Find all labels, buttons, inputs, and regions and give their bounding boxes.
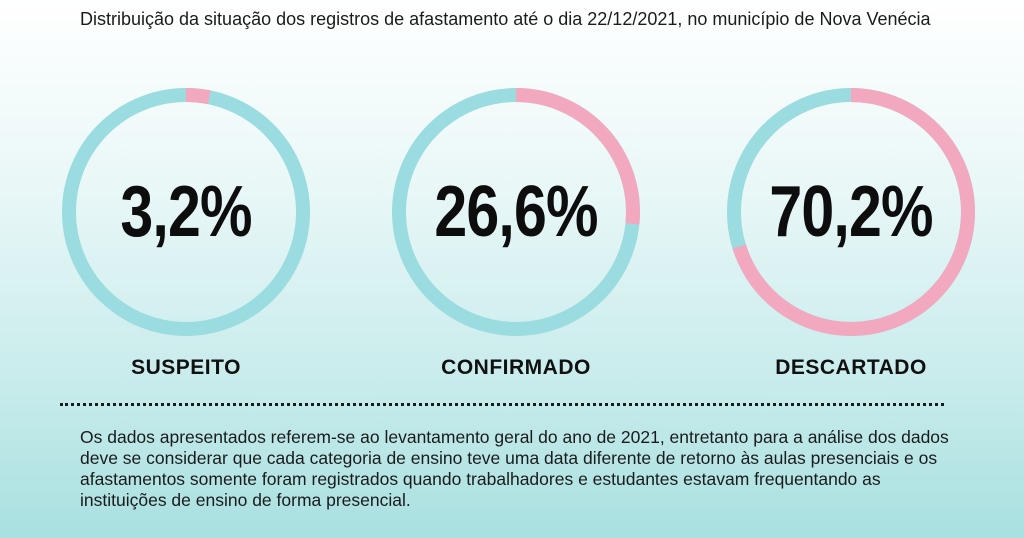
donut-arc-confirmado bbox=[392, 88, 640, 336]
chart-title: Distribuição da situação dos registros d… bbox=[80, 9, 931, 29]
donut-confirmado: 26,6% bbox=[390, 86, 642, 338]
percentage-label-confirmado: 26,6% bbox=[434, 172, 598, 252]
donut-chart-suspeito bbox=[62, 88, 310, 336]
dotted-divider bbox=[60, 403, 944, 406]
donut-arc-descartado bbox=[727, 88, 975, 336]
category-label-descartado: DESCARTADO bbox=[775, 356, 927, 379]
donut-chart-descartado bbox=[727, 88, 975, 336]
donut-arc-suspeito bbox=[62, 88, 310, 336]
footnote-text: Os dados apresentados referem-se ao leva… bbox=[80, 427, 949, 510]
percentage-label-suspeito: 3,2% bbox=[120, 172, 252, 252]
donut-suspeito: 3,2% bbox=[60, 86, 312, 338]
category-label-confirmado: CONFIRMADO bbox=[441, 356, 591, 379]
category-label-suspeito: SUSPEITO bbox=[131, 356, 241, 379]
donut-chart-confirmado bbox=[392, 88, 640, 336]
percentage-label-descartado: 70,2% bbox=[769, 172, 933, 252]
donut-descartado: 70,2% bbox=[725, 86, 977, 338]
